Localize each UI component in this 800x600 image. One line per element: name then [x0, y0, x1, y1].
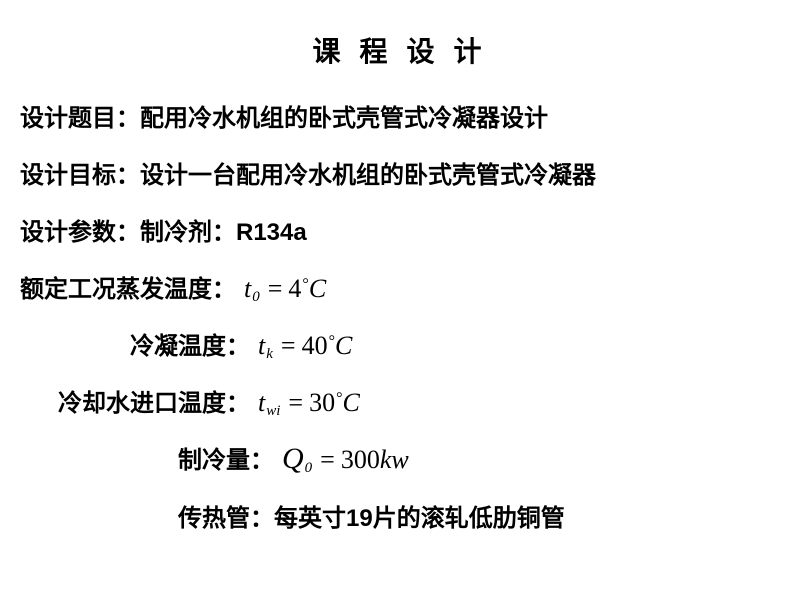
topic-label: 设计题目： [20, 98, 140, 133]
cond-label: 冷凝温度： [130, 326, 250, 361]
goal-label: 设计目标： [20, 155, 140, 190]
capacity-line: 制冷量： Q0 = 300kw [20, 440, 780, 476]
evap-label: 额定工况蒸发温度： [20, 269, 236, 304]
refrigerant-value: R134a [236, 219, 307, 247]
inlet-temp-line: 冷却水进口温度： twi = 30°C [20, 383, 780, 418]
evap-formula: t0 = 4°C [244, 274, 326, 304]
goal-value: 设计一台配用冷水机组的卧式壳管式冷凝器 [140, 155, 596, 190]
tube-num: 19 [346, 505, 373, 533]
cond-temp-line: 冷凝温度： tk = 40°C [20, 326, 780, 361]
inlet-label: 冷却水进口温度： [58, 383, 250, 418]
tube-line: 传热管： 每英寸19片的滚轧低肋铜管 [20, 498, 780, 533]
cond-formula: tk = 40°C [258, 331, 352, 361]
tube-value-post: 片的滚轧低肋铜管 [373, 498, 565, 533]
param-sub-label: 制冷剂： [140, 212, 236, 247]
capacity-label: 制冷量： [178, 440, 274, 475]
tube-value-pre: 每英寸 [274, 498, 346, 533]
param-label: 设计参数： [20, 212, 140, 247]
evap-temp-line: 额定工况蒸发温度： t0 = 4°C [20, 269, 780, 304]
page-title: 课 程 设 计 [140, 30, 660, 70]
inlet-formula: twi = 30°C [258, 388, 360, 418]
design-goal-line: 设计目标： 设计一台配用冷水机组的卧式壳管式冷凝器 [20, 155, 780, 190]
design-topic-line: 设计题目： 配用冷水机组的卧式壳管式冷凝器设计 [20, 98, 780, 133]
tube-label: 传热管： [178, 498, 274, 533]
design-param-line: 设计参数： 制冷剂： R134a [20, 212, 780, 247]
topic-value: 配用冷水机组的卧式壳管式冷凝器设计 [140, 98, 548, 133]
capacity-formula: Q0 = 300kw [282, 442, 409, 476]
